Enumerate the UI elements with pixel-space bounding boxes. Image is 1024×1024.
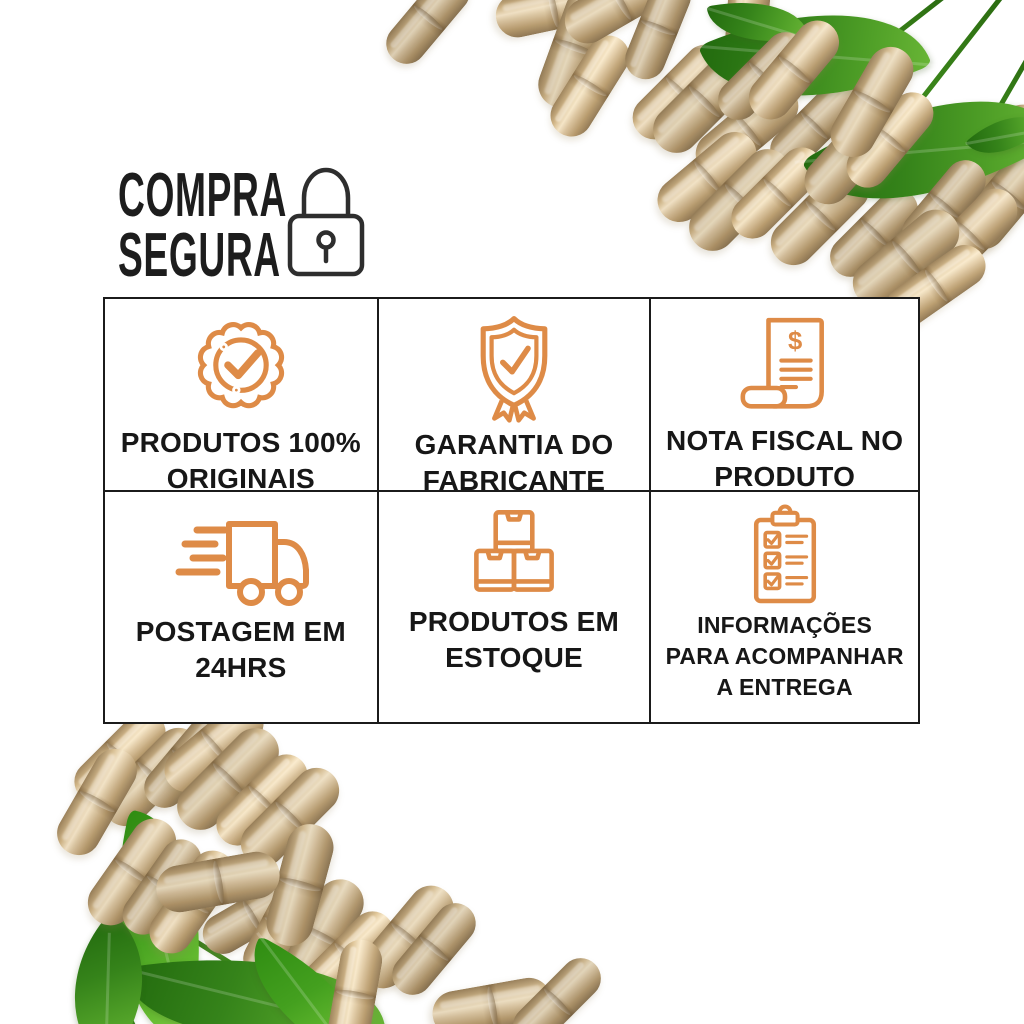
capsule-photo — [709, 23, 815, 129]
feature-label: GARANTIA DO FABRICANTE — [414, 429, 614, 493]
capsule-photo — [49, 740, 145, 864]
leaf-photo — [227, 935, 393, 1024]
capsule-photo — [821, 180, 927, 286]
capsule-photo — [93, 718, 211, 836]
capsule-photo — [822, 38, 922, 166]
feature-cell-stock: PRODUTOS EM ESTOQUE — [378, 492, 652, 722]
leaf-stem — [103, 905, 193, 1019]
capsule-photo — [135, 707, 237, 817]
leaf-stem — [910, 0, 1006, 113]
feature-cell-warranty: GARANTIA DO FABRICANTE — [378, 299, 652, 493]
capsule-photo — [491, 0, 615, 42]
capsule-photo — [722, 138, 832, 248]
capsule-photo — [324, 936, 386, 1024]
capsule-photo — [531, 0, 619, 115]
capsule-photo — [940, 95, 1024, 209]
capsule-photo — [504, 949, 610, 1024]
features-grid: PRODUTOS 100% ORIGINAIS GARANTIA DO FABR… — [103, 297, 920, 724]
leaf-stem — [983, 51, 1024, 133]
capsule-photo — [761, 157, 879, 275]
capsule-photo — [623, 35, 737, 149]
capsule-photo — [207, 745, 317, 855]
capsule-photo — [740, 11, 848, 129]
capsule-photo — [619, 0, 697, 86]
leaf-stem — [865, 0, 947, 59]
capsule-photo — [761, 73, 867, 179]
capsule-photo — [235, 865, 329, 989]
capsule-photo — [913, 179, 1024, 293]
shield-check-icon — [480, 315, 548, 423]
capsule-photo — [140, 841, 244, 963]
capsule-photo — [686, 74, 808, 186]
feature-label: INFORMAÇÕES PARA ACOMPANHAR A ENTREGA — [665, 612, 904, 701]
feature-cell-originals: PRODUTOS 100% ORIGINAIS — [105, 299, 379, 493]
feature-cell-shipping: POSTAGEM EM 24HRS — [105, 492, 379, 722]
leaf-stem — [146, 909, 234, 967]
capsule-photo — [556, 0, 684, 52]
capsule-photo — [428, 974, 556, 1024]
capsule-photo — [679, 139, 801, 261]
header-line-1: COMPRA — [118, 161, 287, 230]
capsule-photo — [838, 83, 942, 197]
capsule-photo — [893, 151, 995, 261]
delivery-checklist-icon — [753, 504, 816, 604]
leaf-photo — [33, 911, 183, 1024]
capsule-photo — [643, 41, 765, 163]
capsule-photo — [152, 848, 284, 916]
capsule-photo — [195, 872, 309, 962]
capsule-photo — [950, 133, 1024, 259]
capsule-photo — [377, 0, 479, 73]
feature-cell-invoice: $ NOTA FISCAL NO PRODUTO — [651, 299, 918, 493]
capsule-photo — [723, 0, 773, 72]
padlock-icon — [287, 167, 365, 277]
capsule-photo — [383, 894, 485, 1004]
feature-label: PRODUTOS 100% ORIGINAIS — [120, 427, 361, 493]
invoice-icon: $ — [740, 317, 824, 409]
capsule-photo — [78, 809, 186, 935]
feature-label: POSTAGEM EM 24HRS — [135, 616, 346, 684]
capsule-photo — [648, 123, 766, 231]
capsule-photo — [114, 831, 210, 943]
capsule-photo — [272, 871, 372, 1003]
stock-boxes-icon — [474, 510, 554, 593]
capsule-photo — [261, 818, 339, 952]
capsule-photo — [794, 90, 914, 214]
secure-purchase-header: COMPRA SEGURA — [118, 161, 400, 290]
delivery-truck-icon — [175, 521, 309, 607]
capsule-photo — [231, 758, 349, 876]
header-line-2: SEGURA — [118, 221, 281, 290]
leaf-stem — [100, 960, 144, 1024]
feature-cell-tracking: INFORMAÇÕES PARA ACOMPANHAR A ENTREGA — [651, 492, 918, 722]
svg-text:$: $ — [788, 328, 802, 356]
feature-label: NOTA FISCAL NO PRODUTO — [666, 425, 904, 492]
feature-label: PRODUTOS EM ESTOQUE — [408, 606, 620, 674]
leaf-photo — [800, 43, 1024, 257]
leaf-photo — [84, 808, 232, 1024]
capsule-photo — [351, 876, 463, 998]
leaf-photo — [124, 933, 386, 1024]
leaf-photo — [965, 97, 1024, 173]
badge-check-icon — [197, 322, 284, 409]
capsule-photo — [542, 27, 638, 145]
leaf-photo — [697, 0, 933, 144]
leaf-photo — [706, 0, 808, 54]
capsule-photo — [293, 902, 403, 1012]
capsule-photo — [167, 718, 289, 840]
